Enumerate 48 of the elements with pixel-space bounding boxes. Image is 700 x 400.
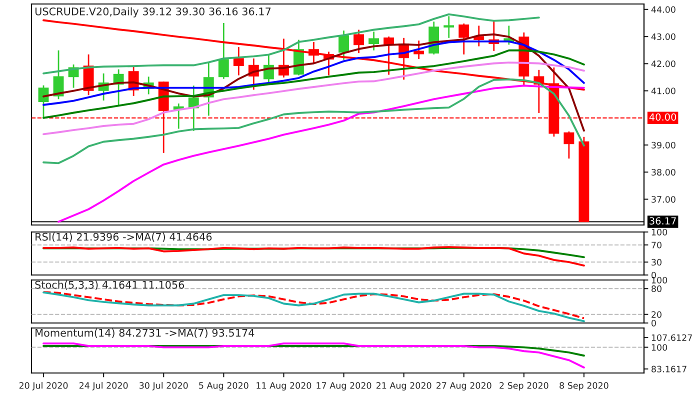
chart-title: Stoch(5,3,3) 4.1641 11.1056 bbox=[35, 280, 184, 290]
y-tick-label: 70 bbox=[652, 242, 662, 248]
y-tick-label: 43.00 bbox=[651, 33, 676, 40]
candlestick bbox=[338, 30, 349, 61]
y-tick-label: 80 bbox=[652, 285, 662, 292]
line-series bbox=[42, 246, 585, 267]
candlestick bbox=[233, 46, 244, 76]
candlestick bbox=[414, 40, 424, 60]
ref-line-label: 36.17 bbox=[650, 217, 676, 225]
y-tick-label: 0 bbox=[652, 320, 656, 326]
y-tick-label: 38.00 bbox=[652, 168, 676, 176]
line-series bbox=[42, 62, 585, 136]
y-tick-label: 44.00 bbox=[651, 6, 676, 13]
y-tick-label: 39.00 bbox=[652, 142, 676, 148]
y-tick-label: 0 bbox=[652, 272, 656, 278]
line-series bbox=[42, 49, 585, 119]
y-tick-label: 42.00 bbox=[651, 60, 676, 68]
y-tick-label: 100 bbox=[652, 276, 668, 284]
y-tick-label: 83.1617 bbox=[652, 366, 686, 372]
x-tick-label: 21 Aug 2020 bbox=[376, 382, 432, 390]
chart-title: USCRUDE.V20,Daily 39.12 39.30 36.16 36.17 bbox=[35, 7, 271, 18]
y-tick-label: 37.00 bbox=[652, 196, 676, 203]
line-series bbox=[58, 84, 585, 223]
candlestick bbox=[354, 29, 364, 54]
x-tick-label: 30 Jul 2020 bbox=[140, 382, 188, 390]
x-tick-label: 20 Jul 2020 bbox=[19, 382, 68, 390]
candlestick bbox=[458, 22, 470, 56]
x-tick-label: 17 Aug 2020 bbox=[316, 382, 372, 390]
candlestick bbox=[564, 130, 574, 160]
candlestick bbox=[368, 30, 380, 52]
y-tick-label: 20 bbox=[652, 311, 662, 318]
x-tick-label: 24 Jul 2020 bbox=[79, 382, 128, 390]
candlestick bbox=[444, 16, 454, 39]
candlestick bbox=[218, 22, 229, 80]
chart-title: Momentum(14) 84.2731 ->MA(7) 93.5174 bbox=[36, 328, 254, 338]
x-tick-label: 5 Aug 2020 bbox=[199, 382, 248, 390]
y-tick-label: 100 bbox=[652, 344, 668, 351]
chart-title: RSI(14) 21.9396 ->MA(7) 41.4646 bbox=[36, 232, 212, 242]
y-tick-label: 100 bbox=[652, 228, 668, 236]
y-tick-label: 30 bbox=[652, 258, 662, 266]
line-series bbox=[42, 342, 585, 368]
x-tick-label: 8 Sep 2020 bbox=[560, 382, 608, 390]
y-tick-label: 107.6127 bbox=[652, 334, 692, 341]
y-tick-label: 41.00 bbox=[651, 88, 676, 94]
x-tick-label: 11 Aug 2020 bbox=[256, 382, 312, 390]
x-tick-label: 27 Aug 2020 bbox=[436, 382, 492, 390]
x-tick-label: 2 Sep 2020 bbox=[500, 382, 548, 390]
ref-line-label: 40.00 bbox=[649, 113, 676, 121]
